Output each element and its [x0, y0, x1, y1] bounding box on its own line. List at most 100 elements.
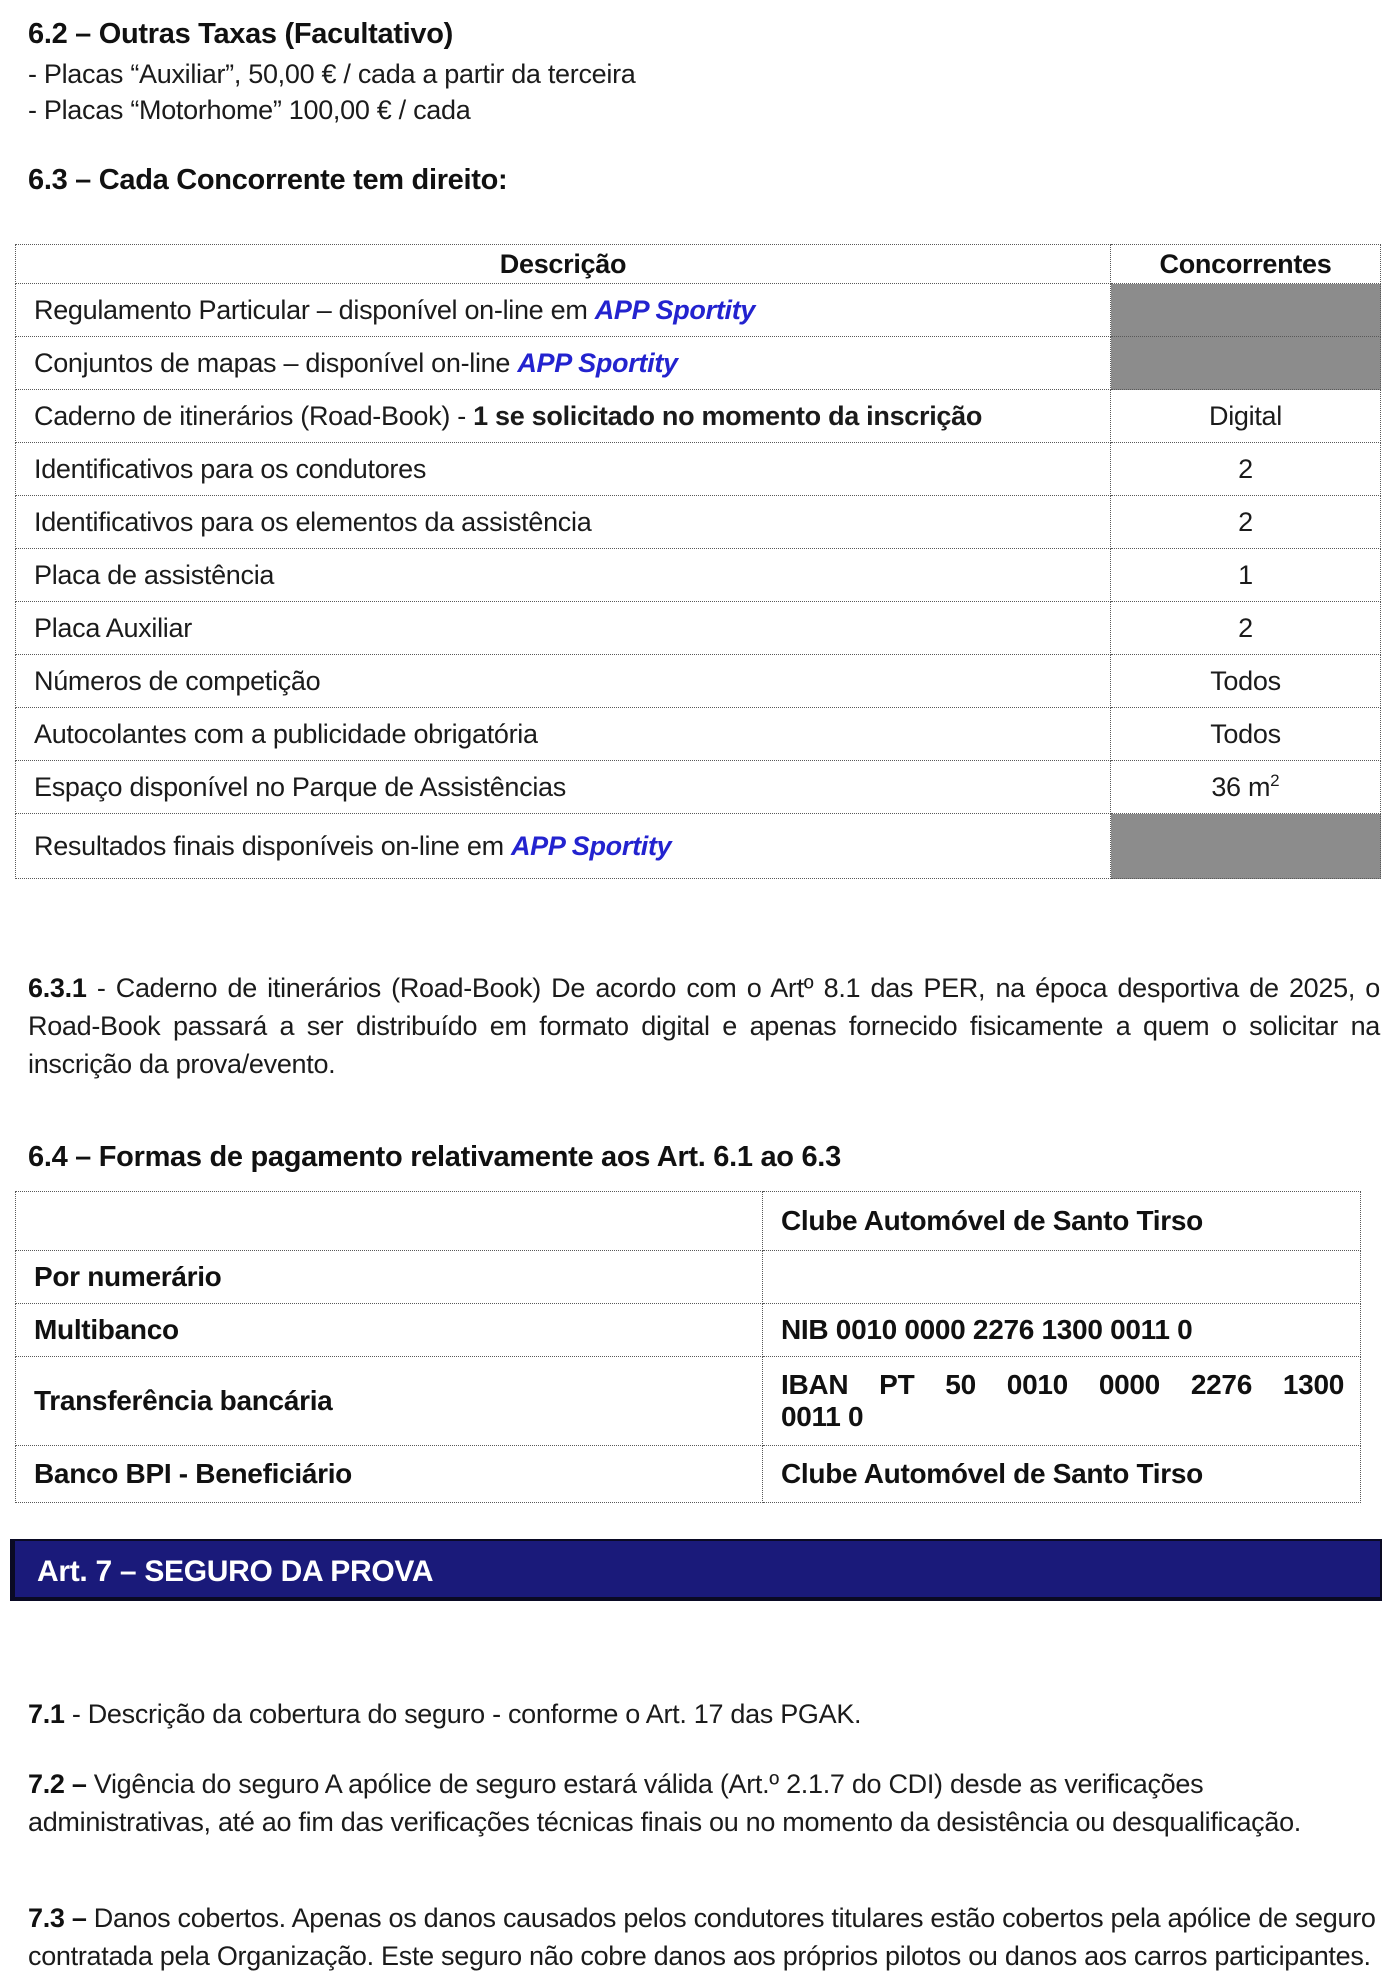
para-number: 7.3 – — [28, 1903, 87, 1933]
table-row: Placa Auxiliar 2 — [15, 601, 1381, 655]
fee-line-motorhome: - Placas “Motorhome” 100,00 € / cada — [28, 95, 471, 125]
table-row: Clube Automóvel de Santo Tirso — [15, 1191, 1361, 1251]
row-text: Autocolantes com a publicidade obrigatór… — [34, 718, 538, 749]
direitos-table: Descrição Concorrentes Regulamento Parti… — [15, 244, 1381, 879]
value-cell: Todos — [1110, 654, 1381, 708]
para-number: 7.1 — [28, 1699, 65, 1729]
para-7-1: 7.1 - Descrição da cobertura do seguro -… — [15, 1695, 1380, 1733]
value-cell: Todos — [1110, 707, 1381, 761]
value-cell: Digital — [1110, 389, 1381, 443]
desc-cell: Identificativos para os elementos da ass… — [15, 495, 1111, 549]
desc-cell: Placa de assistência — [15, 548, 1111, 602]
payment-value-cell: Clube Automóvel de Santo Tirso — [762, 1445, 1361, 1503]
table-row: Números de competição Todos — [15, 654, 1381, 708]
desc-cell: Espaço disponível no Parque de Assistênc… — [15, 760, 1111, 814]
row-text: Conjuntos de mapas – disponível on-line — [34, 347, 518, 378]
para-text: - Descrição da cobertura do seguro - con… — [64, 1699, 862, 1729]
pagamento-table: Clube Automóvel de Santo Tirso Por numer… — [15, 1191, 1361, 1503]
value-cell: 2 — [1110, 601, 1381, 655]
row-text: Números de competição — [34, 665, 321, 696]
payment-value-cell: Clube Automóvel de Santo Tirso — [762, 1191, 1361, 1251]
value-cell: 1 — [1110, 548, 1381, 602]
value-cell-gray — [1110, 336, 1381, 390]
desc-cell: Regulamento Particular – disponível on-l… — [15, 283, 1111, 337]
payment-value-cell: NIB 0010 0000 2276 1300 0011 0 — [762, 1303, 1361, 1357]
table-row: Conjuntos de mapas – disponível on-line … — [15, 336, 1381, 390]
payment-value: NIB 0010 0000 2276 1300 0011 0 — [781, 1314, 1193, 1345]
desc-cell: Conjuntos de mapas – disponível on-line … — [15, 336, 1111, 390]
desc-cell: Autocolantes com a publicidade obrigatór… — [15, 707, 1111, 761]
payment-label: Por numerário — [34, 1261, 222, 1292]
table-row: Identificativos para os condutores 2 — [15, 442, 1381, 496]
table-row: Resultados finais disponíveis on-line em… — [15, 813, 1381, 879]
table-row: Por numerário — [15, 1250, 1361, 1304]
value-text: Todos — [1210, 665, 1281, 696]
para-text: - Caderno de itinerários (Road-Book) De … — [28, 973, 1380, 1079]
value-text: 2 — [1238, 612, 1253, 643]
desc-cell: Resultados finais disponíveis on-line em… — [15, 813, 1111, 879]
row-text: Placa Auxiliar — [34, 612, 192, 643]
row-text: Placa de assistência — [34, 559, 275, 590]
table-row: Autocolantes com a publicidade obrigatór… — [15, 707, 1381, 761]
payment-label-cell: Multibanco — [15, 1303, 763, 1357]
art7-header-bar: Art. 7 – SEGURO DA PROVA — [10, 1539, 1382, 1601]
table-row: Caderno de itinerários (Road-Book) - 1 s… — [15, 389, 1381, 443]
value-cell-gray — [1110, 283, 1381, 337]
value-text: 2 — [1238, 506, 1253, 537]
para-6-3-1: 6.3.1 - Caderno de itinerários (Road-Boo… — [15, 969, 1380, 1083]
heading-6-4: 6.4 – Formas de pagamento relativamente … — [28, 1141, 841, 1173]
heading-6-2: 6.2 – Outras Taxas (Facultativo) — [28, 18, 454, 50]
row-text: Identificativos para os condutores — [34, 453, 427, 484]
row-text: Espaço disponível no Parque de Assistênc… — [34, 771, 566, 802]
para-text: Danos cobertos. Apenas os danos causados… — [28, 1903, 1376, 1971]
table-row: Placa de assistência 1 — [15, 548, 1381, 602]
value-text: Digital — [1209, 401, 1282, 431]
value-text: 2 — [1238, 453, 1253, 484]
payment-value: Clube Automóvel de Santo Tirso — [781, 1458, 1203, 1489]
payment-value-cell — [762, 1250, 1361, 1304]
para-7-2: 7.2 – Vigência do seguro A apólice de se… — [15, 1765, 1380, 1841]
para-number: 7.2 – — [28, 1769, 87, 1799]
value-text: Todos — [1210, 718, 1281, 749]
para-text: Vigência do seguro A apólice de seguro e… — [28, 1769, 1301, 1837]
desc-cell: Caderno de itinerários (Road-Book) - 1 s… — [15, 389, 1111, 443]
heading-6-3: 6.3 – Cada Concorrente tem direito: — [28, 164, 508, 196]
payment-value-cell: IBAN PT 50 0010 0000 2276 1300 0011 0 — [762, 1356, 1361, 1446]
col-header-concorrentes: Concorrentes — [1110, 244, 1381, 284]
payment-label-cell — [15, 1191, 763, 1251]
app-sportity-link[interactable]: APP Sportity — [594, 294, 756, 325]
para-number: 6.3.1 — [28, 973, 87, 1003]
value-cell: 2 — [1110, 495, 1381, 549]
row-text-bold: 1 se solicitado no momento da inscrição — [473, 400, 983, 431]
table-row: Transferência bancária IBAN PT 50 0010 0… — [15, 1356, 1361, 1446]
desc-cell: Placa Auxiliar — [15, 601, 1111, 655]
payment-label: Banco BPI - Beneficiário — [34, 1458, 352, 1489]
col-header-descricao: Descrição — [15, 244, 1111, 284]
art7-header-title: Art. 7 – SEGURO DA PROVA — [37, 1555, 434, 1588]
row-text: Regulamento Particular – disponível on-l… — [34, 294, 595, 325]
app-sportity-link[interactable]: APP Sportity — [510, 830, 672, 861]
desc-cell: Números de competição — [15, 654, 1111, 708]
iban-line-2: 0011 0 — [781, 1401, 864, 1432]
value-text: 1 — [1238, 559, 1253, 590]
app-sportity-link[interactable]: APP Sportity — [517, 347, 678, 378]
table-row: Regulamento Particular – disponível on-l… — [15, 283, 1381, 337]
row-text: Caderno de itinerários (Road-Book) - — [34, 400, 474, 431]
payment-label: Transferência bancária — [34, 1385, 333, 1416]
payment-label-cell: Por numerário — [15, 1250, 763, 1304]
desc-cell: Identificativos para os condutores — [15, 442, 1111, 496]
payment-value: Clube Automóvel de Santo Tirso — [781, 1205, 1203, 1236]
payment-label-cell: Banco BPI - Beneficiário — [15, 1445, 763, 1503]
para-7-3: 7.3 – Danos cobertos. Apenas os danos ca… — [15, 1899, 1380, 1975]
table-row: Banco BPI - Beneficiário Clube Automóvel… — [15, 1445, 1361, 1503]
table-row: Multibanco NIB 0010 0000 2276 1300 0011 … — [15, 1303, 1361, 1357]
row-text: Resultados finais disponíveis on-line em — [34, 830, 511, 861]
payment-label-cell: Transferência bancária — [15, 1356, 763, 1446]
value-sup: 2 — [1270, 771, 1280, 790]
fee-lines: - Placas “Auxiliar”, 50,00 € / cada a pa… — [15, 56, 1380, 128]
direitos-header-row: Descrição Concorrentes — [15, 244, 1381, 284]
row-text: Identificativos para os elementos da ass… — [34, 506, 592, 537]
table-row: Identificativos para os elementos da ass… — [15, 495, 1381, 549]
payment-label: Multibanco — [34, 1314, 179, 1345]
